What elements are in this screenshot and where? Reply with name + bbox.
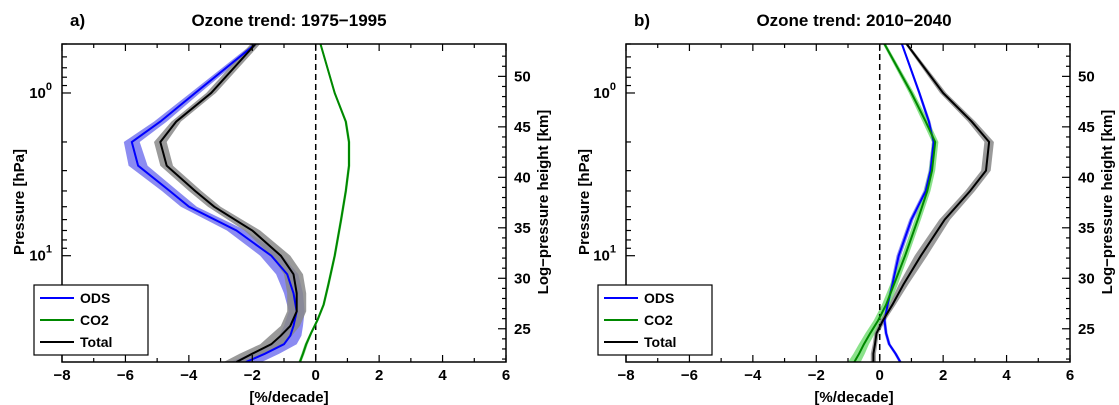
panel-a-ytick-label: 101: [29, 244, 52, 265]
panel-a-xtick-label: −8: [53, 367, 70, 384]
panel-a-xtick-label: 6: [502, 367, 510, 384]
panel-a-ytick2-label: 50: [514, 68, 531, 85]
panel-b-legend-box: [597, 284, 713, 356]
panel-a-tickmarks: [61, 43, 507, 362]
ytick-exponent: 1: [610, 244, 616, 256]
ytick-base: 10: [593, 248, 610, 265]
panel-b-legend-label-co2: CO2: [644, 312, 673, 328]
panel-a-legend: ODS CO2 Total: [33, 284, 149, 356]
panel-b-legend: ODS CO2 Total: [597, 284, 713, 356]
ytick-exponent: 0: [610, 81, 616, 93]
panel-a-xtick-label: 0: [312, 367, 320, 384]
panel-b-ytick2-label: 45: [1078, 119, 1095, 136]
panel-b-ytick2-label: 50: [1078, 68, 1095, 85]
panel-b-xtick-label: −2: [808, 367, 825, 384]
panel-a-xtick-label: −4: [180, 367, 198, 384]
panel-a-series-ods: [130, 44, 298, 362]
panel-b-ytick-label: 101: [593, 244, 616, 265]
panel-b-band-co2: [848, 44, 939, 362]
panel-b-band-total: [870, 44, 994, 362]
panel-a-band-total: [154, 44, 307, 362]
panel-a-xtick-label: 2: [375, 367, 383, 384]
panel-a-series-co2: [298, 44, 350, 362]
ytick-exponent: 0: [46, 81, 52, 93]
panel-b-xtick-label: 2: [939, 367, 947, 384]
panel-b-xticks: −8 −6 −4 −2 0 2 4 6: [617, 367, 1074, 384]
panel-b-xtick-label: 0: [876, 367, 884, 384]
panel-b-xtick-label: −8: [617, 367, 634, 384]
panel-b-xtick-label: 6: [1066, 367, 1074, 384]
panel-b-ytick-label: 100: [593, 81, 616, 102]
panel-a-series-total: [159, 44, 298, 362]
panel-b-lines: [853, 44, 991, 362]
panel-b-series-co2: [853, 44, 937, 362]
panel-a-legend-label-total: Total: [80, 334, 112, 350]
panel-b-yticks: 100 101: [593, 81, 616, 265]
panel-a-ytick2-label: 35: [514, 220, 531, 237]
ytick-base: 10: [593, 85, 610, 102]
ytick-base: 10: [29, 85, 46, 102]
panel-a-ylabel2: Log−pressure height [km]: [535, 110, 552, 295]
panel-b-xtick-label: −6: [681, 367, 698, 384]
panel-a-yticks: 100 101: [29, 81, 52, 265]
panel-b-xtick-label: 4: [1002, 367, 1011, 384]
panel-b: b) Ozone trend: 2010−2040 [%/decade] Pre…: [576, 11, 1116, 405]
panel-b-legend-label-ods: ODS: [644, 290, 674, 306]
panel-b-series-total: [872, 44, 991, 362]
panel-b-ylabel: Pressure [hPa]: [576, 149, 593, 255]
ytick-exponent: 1: [46, 244, 52, 256]
panel-a-ytick2-label: 45: [514, 119, 531, 136]
panel-b-bands: [848, 44, 994, 362]
panel-a-yticks2: 25 30 35 40 45 50: [514, 68, 531, 337]
panel-b-ytick2-label: 25: [1078, 321, 1095, 338]
panel-a-ylabel: Pressure [hPa]: [11, 149, 28, 255]
panel-a-title: Ozone trend: 1975−1995: [191, 11, 386, 30]
panel-b-ytick2-label: 40: [1078, 169, 1095, 186]
panel-b-ytick2-label: 35: [1078, 220, 1095, 237]
panel-b-xtick-label: −4: [744, 367, 762, 384]
panel-a-lines: [130, 44, 350, 362]
panel-a-xlabel: [%/decade]: [249, 389, 328, 405]
panel-a-xticks: −8 −6 −4 −2 0 2 4 6: [53, 367, 510, 384]
panel-b-yticks2: 25 30 35 40 45 50: [1078, 68, 1095, 337]
panel-a-ytick2-label: 25: [514, 321, 531, 338]
panel-b-xlabel: [%/decade]: [814, 389, 893, 405]
panel-a-ytick2-label: 40: [514, 169, 531, 186]
panel-a-legend-label-co2: CO2: [80, 312, 109, 328]
panel-b-ylabel2: Log−pressure height [km]: [1099, 110, 1116, 295]
panel-a-legend-label-ods: ODS: [80, 290, 110, 306]
panel-b-title: Ozone trend: 2010−2040: [756, 11, 951, 30]
panel-b-series-ods: [883, 44, 935, 362]
panel-a-xtick-label: −2: [244, 367, 261, 384]
panel-b-legend-label-total: Total: [644, 334, 676, 350]
panel-b-letter: b): [634, 11, 650, 30]
panel-a-letter: a): [70, 11, 85, 30]
panel-a-ytick-label: 100: [29, 81, 52, 102]
panel-a-xtick-label: 4: [438, 367, 447, 384]
ytick-base: 10: [29, 248, 46, 265]
panel-a: a) Ozone trend: 1975−1995 [%/decade] Pre…: [11, 11, 552, 405]
panel-a-band-co2: [298, 44, 351, 362]
panel-b-ytick2-label: 30: [1078, 270, 1095, 287]
panel-a-xtick-label: −6: [117, 367, 134, 384]
panel-a-ytick2-label: 30: [514, 270, 531, 287]
